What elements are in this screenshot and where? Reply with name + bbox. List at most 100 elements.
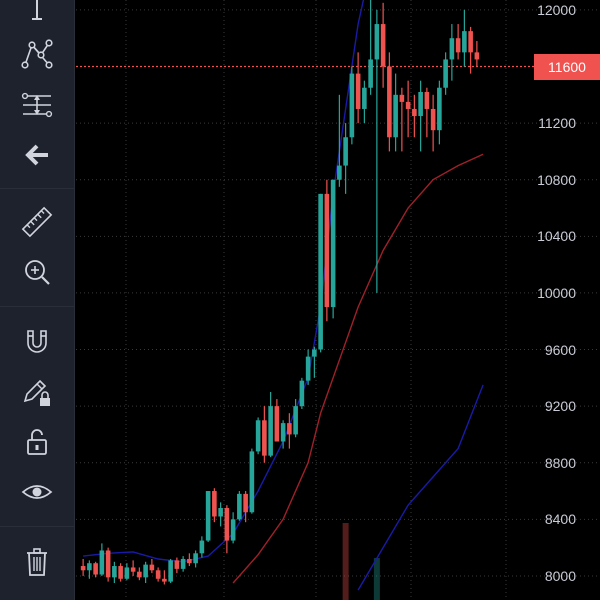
candle-body [393,94,398,138]
candle-body [412,108,417,117]
candle-body [405,101,411,109]
current-price-badge: 11600 [534,53,600,80]
chart-pane[interactable]: 12000 11200 10800 10400 10000 9600 9200 8800 840… [76,0,600,600]
candle-body [343,137,348,166]
bollinger-upper-line [83,0,365,563]
candle-body [293,406,298,435]
candle-body [80,566,86,571]
candle-body [230,519,236,541]
candle-body [324,193,330,308]
price-axis-label: 11200 [538,115,576,132]
candle-body [349,73,355,138]
lock-drawing-tool[interactable] [0,370,74,414]
magnet-icon [27,330,47,353]
back-tool[interactable] [0,133,74,177]
candle-body [149,564,155,571]
pattern-tool[interactable] [0,32,74,76]
price-axis-label: 8000 [544,567,576,584]
price-axis-label: 10800 [537,171,576,188]
visibility-tool[interactable] [0,470,74,514]
candle-body [312,349,317,357]
lock-all-tool[interactable] [0,420,74,464]
price-axis-label: 10000 [537,284,576,301]
candle-body [330,179,336,308]
candle-body [118,566,123,579]
candle-body [318,193,323,350]
price-chart[interactable] [76,0,600,600]
candle-body [455,38,461,53]
pattern-nodes-icon [21,39,53,69]
candle-body [268,406,273,456]
candle-body [105,550,111,578]
measure-tool[interactable] [0,200,74,244]
candle-body [112,566,117,578]
candle-body [287,423,292,435]
arrow-left-icon [25,144,48,166]
price-axis-label: 9600 [544,341,576,358]
toolbar-separator [0,306,74,307]
volume-bar [373,558,380,600]
candle-body [468,31,473,53]
pencil-lock-icon [23,379,50,406]
candle-body [355,73,361,109]
candle-body [224,508,230,541]
candle-body [443,59,448,88]
candle-body [99,550,105,575]
candle-body [137,571,142,578]
candle-body [449,38,455,60]
bollinger-lower-line [357,384,484,591]
candle-body [399,94,405,102]
fib-tool[interactable] [0,83,74,127]
zoom-in-icon [25,260,50,285]
candle-body [180,558,186,569]
candle-body [193,553,198,564]
candle-body [437,87,442,131]
candle-body [130,567,136,572]
candle-body [305,356,311,381]
candle-body [424,91,430,109]
price-axis-label: 10400 [537,228,576,245]
candle-body [187,558,192,564]
candle-body [255,420,261,452]
candle-body [380,24,386,67]
candle-body [162,578,167,582]
crosshair-line-icon [32,0,42,20]
price-axis-label: 9200 [544,398,576,415]
candle-body [418,91,423,117]
unlock-icon [27,429,47,455]
volume-bar [342,523,349,600]
price-axis-label: 8400 [544,511,576,528]
candle-body [143,564,148,578]
candle-body [337,165,342,180]
price-axis-label: 8800 [544,454,576,471]
candle-body [155,570,161,579]
candle-body [124,567,130,579]
drawing-toolbar [0,0,75,600]
candle-body [174,560,180,569]
candle-body [199,540,205,554]
eye-icon [21,485,53,499]
candle-body [387,66,392,138]
delete-tool[interactable] [0,540,74,584]
candle-body [87,563,92,571]
trash-icon [27,548,47,576]
bollinger-middle-line [232,153,484,584]
candle-body [93,563,98,575]
ruler-icon [21,206,53,238]
candle-body [243,493,248,513]
candle-body [237,493,242,520]
toolbar-separator [0,526,74,527]
candle-body [430,108,436,131]
toolbar-separator [0,188,74,189]
candle-body [462,31,467,53]
candle-body [218,508,223,517]
zoom-tool[interactable] [0,250,74,294]
candle-body [280,423,286,442]
magnet-tool[interactable] [0,320,74,364]
candle-body [212,491,217,517]
cursor-tool[interactable] [0,0,74,32]
candle-body [362,87,367,109]
fib-retracement-icon [21,92,53,118]
candle-body [474,52,480,60]
candle-body [168,560,173,582]
